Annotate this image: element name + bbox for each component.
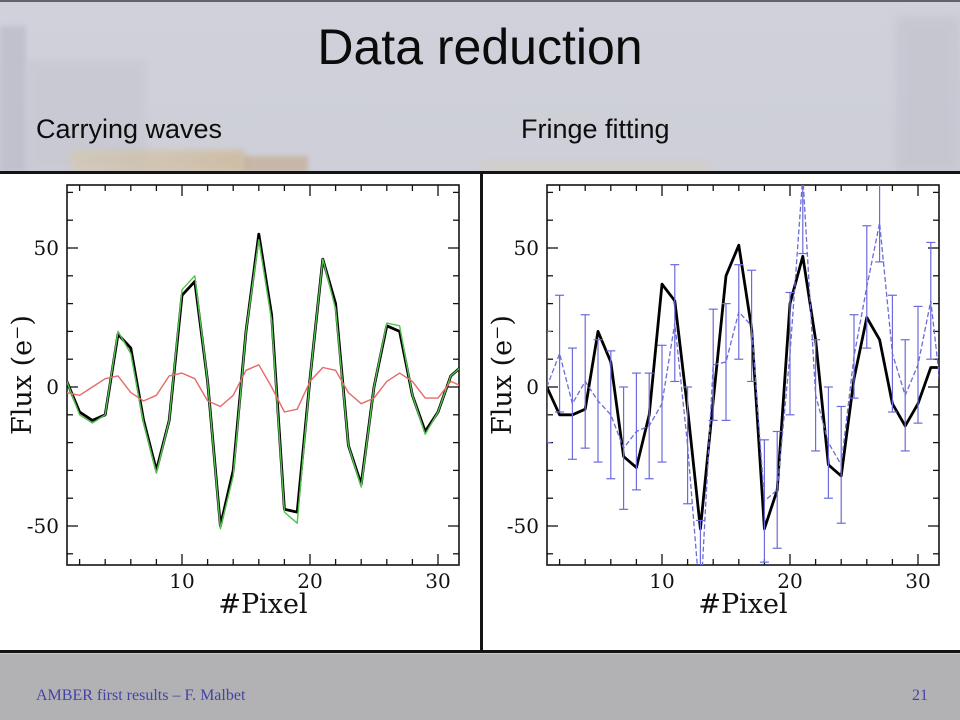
x-tick-label: 30 xyxy=(425,569,450,593)
slide-title: Data reduction xyxy=(317,19,643,75)
carrying-wave-green-line xyxy=(67,238,459,530)
section-label-fringe-fitting: Fringe fitting xyxy=(521,114,670,144)
charts-canvas: 10 20 30 -50 0 50 #Pixel Flux (e⁻) 10 20 30 -50 0 50 #… xyxy=(7,184,940,620)
y-tick-label: 0 xyxy=(46,375,59,399)
x-tick-label: 10 xyxy=(169,569,194,593)
x-tick-label: 10 xyxy=(649,569,674,593)
x-tick-label: 20 xyxy=(777,569,802,593)
carrying-wave-red-line xyxy=(67,364,459,413)
y-tick-label: -50 xyxy=(507,514,539,538)
measured-fringe-blue-line xyxy=(547,185,939,565)
footer-page-number: 21 xyxy=(912,687,928,704)
series-group xyxy=(67,232,459,530)
section-label-carrying-waves: Carrying waves xyxy=(36,114,223,144)
x-axis-label: #Pixel xyxy=(218,589,307,620)
axis-ticks xyxy=(67,185,459,565)
footer-credit: AMBER first results – F. Malbet xyxy=(36,687,246,704)
y-axis-label: Flux (e⁻) xyxy=(7,315,38,435)
interferogram-black-line xyxy=(67,232,459,528)
footer-bar: AMBER first results – F. Malbet 21 xyxy=(0,654,960,720)
axis-frame xyxy=(66,184,460,566)
chart-divider xyxy=(480,172,483,651)
y-tick-label: 0 xyxy=(526,375,539,399)
axis-frame xyxy=(546,184,940,566)
y-tick-label: -50 xyxy=(27,514,59,538)
axis-ticks xyxy=(547,185,939,565)
x-tick-label: 30 xyxy=(905,569,930,593)
y-tick-label: 50 xyxy=(34,236,59,260)
top-edge-line xyxy=(0,0,960,2)
bg-photo-artifact xyxy=(244,156,308,172)
y-tick-label: 50 xyxy=(514,236,539,260)
x-axis-label: #Pixel xyxy=(698,589,787,620)
fitted-fringe-black-line xyxy=(547,243,939,531)
y-axis-label: Flux (e⁻) xyxy=(487,315,518,435)
series-group xyxy=(547,185,939,565)
measured-fringe-blue-error-bars xyxy=(547,185,936,565)
bg-photo-artifact xyxy=(70,150,245,172)
x-tick-label: 20 xyxy=(297,569,322,593)
